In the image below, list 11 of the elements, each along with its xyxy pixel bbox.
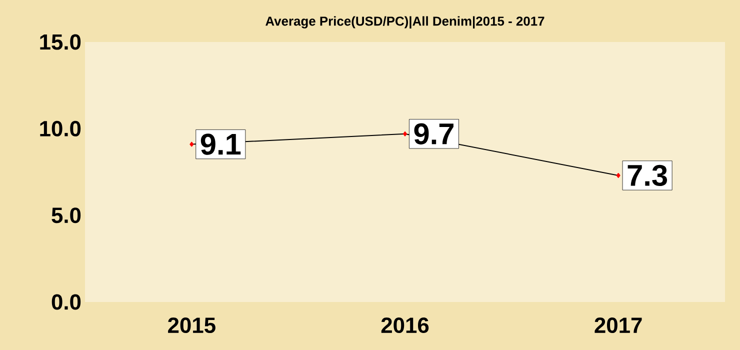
y-tick-label: 0.0 (52, 294, 81, 310)
y-tick-label: 10.0 (40, 120, 81, 136)
x-tick-label: 2015 (168, 318, 216, 334)
data-label: 9.7 (414, 123, 454, 144)
y-tick-label: 5.0 (52, 208, 81, 224)
chart-title: Average Price(USD/PC)|All Denim|2015 - 2017 (266, 16, 544, 28)
data-label: 7.3 (628, 164, 668, 186)
y-tick-label: 15.0 (40, 34, 81, 50)
data-label: 9.1 (200, 134, 241, 155)
x-tick-label: 2016 (381, 318, 429, 334)
x-tick-label: 2017 (594, 318, 642, 334)
